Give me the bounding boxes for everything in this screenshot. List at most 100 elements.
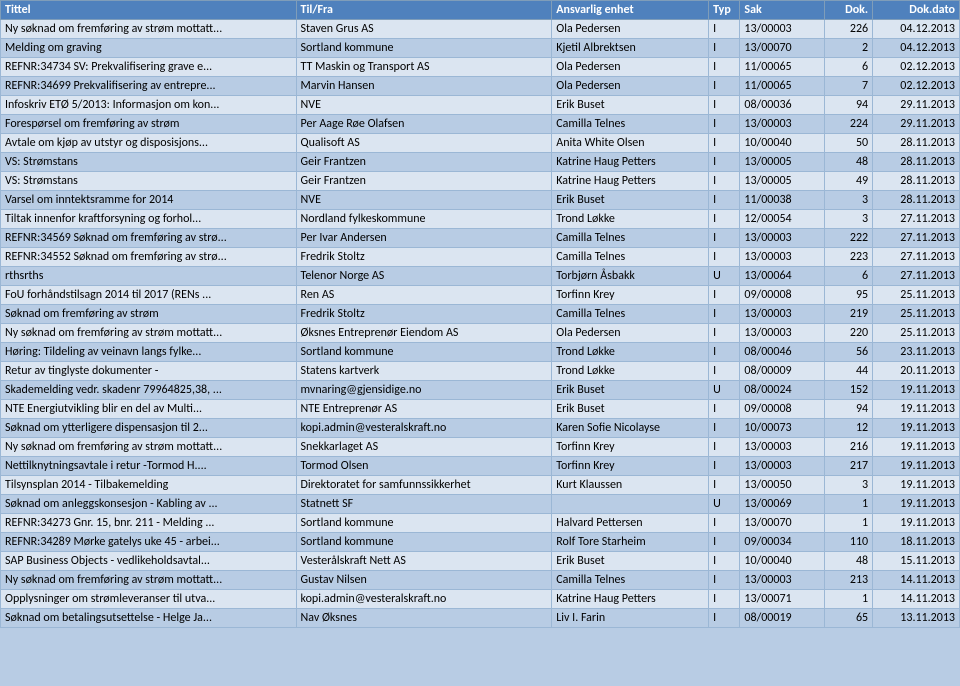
table-row[interactable]: Ny søknad om fremføring av strøm mottatt… <box>1 20 960 39</box>
cell: U <box>709 495 740 514</box>
cell: Per Aage Røe Olafsen <box>296 115 552 134</box>
cell: 2 <box>824 39 872 58</box>
col-header-type[interactable]: Typ <box>709 1 740 20</box>
table-row[interactable]: Skademelding vedr. skadenr 79964825,38, … <box>1 381 960 400</box>
cell: 14.11.2013 <box>873 571 960 590</box>
cell: Fredrik Stoltz <box>296 305 552 324</box>
cell: 27.11.2013 <box>873 248 960 267</box>
cell: 19.11.2013 <box>873 476 960 495</box>
table-row[interactable]: Søknad om ytterligere dispensasjon til 2… <box>1 419 960 438</box>
cell: 25.11.2013 <box>873 305 960 324</box>
table-row[interactable]: Tilsynsplan 2014 - TilbakemeldingDirekto… <box>1 476 960 495</box>
cell: I <box>709 210 740 229</box>
table-row[interactable]: REFNR:34569 Søknad om fremføring av strø… <box>1 229 960 248</box>
cell: Forespørsel om fremføring av strøm <box>1 115 297 134</box>
table-row[interactable]: FoU forhåndstilsagn 2014 til 2017 (RENs … <box>1 286 960 305</box>
col-header-sak[interactable]: Sak <box>740 1 824 20</box>
cell: 13/00003 <box>740 115 824 134</box>
cell: Gustav Nilsen <box>296 571 552 590</box>
cell: Erik Buset <box>552 96 709 115</box>
col-header-dok[interactable]: Dok. <box>824 1 872 20</box>
cell: 13/00003 <box>740 305 824 324</box>
table-row[interactable]: REFNR:34289 Mørke gatelys uke 45 - arbei… <box>1 533 960 552</box>
table-row[interactable]: REFNR:34552 Søknad om fremføring av strø… <box>1 248 960 267</box>
cell: Statens kartverk <box>296 362 552 381</box>
cell: 13/00071 <box>740 590 824 609</box>
cell: Avtale om kjøp av utstyr og disposisjons… <box>1 134 297 153</box>
col-header-tilfra[interactable]: Til/Fra <box>296 1 552 20</box>
cell: Ola Pedersen <box>552 58 709 77</box>
cell: I <box>709 476 740 495</box>
cell: Kjetil Albrektsen <box>552 39 709 58</box>
cell: Varsel om inntektsramme for 2014 <box>1 191 297 210</box>
table-row[interactable]: Søknad om betalingsutsettelse - Helge Ja… <box>1 609 960 628</box>
table-row[interactable]: rthsrthsTelenor Norge ASTorbjørn ÅsbakkU… <box>1 267 960 286</box>
cell: 19.11.2013 <box>873 419 960 438</box>
cell: REFNR:34699 Prekvalifisering av entrepre… <box>1 77 297 96</box>
table-row[interactable]: Ny søknad om fremføring av strøm mottatt… <box>1 324 960 343</box>
cell: 08/00046 <box>740 343 824 362</box>
cell: I <box>709 533 740 552</box>
cell: Opplysninger om strømleveranser til utva… <box>1 590 297 609</box>
table-row[interactable]: VS: StrømstansGeir FrantzenKatrine Haug … <box>1 172 960 191</box>
table-row[interactable]: Ny søknad om fremføring av strøm mottatt… <box>1 438 960 457</box>
col-header-dato[interactable]: Dok.dato <box>873 1 960 20</box>
cell: 50 <box>824 134 872 153</box>
table-row[interactable]: Ny søknad om fremføring av strøm mottatt… <box>1 571 960 590</box>
table-row[interactable]: Infoskriv ETØ 5/2013: Informasjon om kon… <box>1 96 960 115</box>
cell: 13/00050 <box>740 476 824 495</box>
cell: 226 <box>824 20 872 39</box>
table-row[interactable]: VS: StrømstansGeir FrantzenKatrine Haug … <box>1 153 960 172</box>
cell: 13/00064 <box>740 267 824 286</box>
table-row[interactable]: Søknad om anleggskonsesjon - Kabling av … <box>1 495 960 514</box>
table-row[interactable]: Opplysninger om strømleveranser til utva… <box>1 590 960 609</box>
cell: Torfinn Krey <box>552 286 709 305</box>
table-row[interactable]: Forespørsel om fremføring av strømPer Aa… <box>1 115 960 134</box>
cell: Sortland kommune <box>296 533 552 552</box>
cell: FoU forhåndstilsagn 2014 til 2017 (RENs … <box>1 286 297 305</box>
cell: Snekkarlaget AS <box>296 438 552 457</box>
cell: I <box>709 96 740 115</box>
table-row[interactable]: Høring: Tildeling av veinavn langs fylke… <box>1 343 960 362</box>
cell: U <box>709 267 740 286</box>
cell: 110 <box>824 533 872 552</box>
table-row[interactable]: REFNR:34734 SV: Prekvalifisering grave e… <box>1 58 960 77</box>
table-row[interactable]: Melding om gravingSortland kommuneKjetil… <box>1 39 960 58</box>
cell: 14.11.2013 <box>873 590 960 609</box>
table-row[interactable]: Søknad om fremføring av strømFredrik Sto… <box>1 305 960 324</box>
cell: Torfinn Krey <box>552 438 709 457</box>
cell: Statnett SF <box>296 495 552 514</box>
cell: Trond Løkke <box>552 362 709 381</box>
cell: I <box>709 153 740 172</box>
cell: 19.11.2013 <box>873 495 960 514</box>
cell: Erik Buset <box>552 381 709 400</box>
table-row[interactable]: REFNR:34699 Prekvalifisering av entrepre… <box>1 77 960 96</box>
table-row[interactable]: NTE Energiutvikling blir en del av Multi… <box>1 400 960 419</box>
table-row[interactable]: REFNR:34273 Gnr. 15, bnr. 211 - Melding … <box>1 514 960 533</box>
table-row[interactable]: Nettilknytningsavtale i retur -Tormod H.… <box>1 457 960 476</box>
cell: 19.11.2013 <box>873 457 960 476</box>
table-row[interactable]: SAP Business Objects - vedlikeholdsavtal… <box>1 552 960 571</box>
cell: I <box>709 248 740 267</box>
cell: Skademelding vedr. skadenr 79964825,38, … <box>1 381 297 400</box>
cell: 02.12.2013 <box>873 77 960 96</box>
col-header-ansvarlig[interactable]: Ansvarlig enhet <box>552 1 709 20</box>
cell: 13/00003 <box>740 324 824 343</box>
cell: 223 <box>824 248 872 267</box>
table-row[interactable]: Retur av tinglyste dokumenter -Statens k… <box>1 362 960 381</box>
table-row[interactable]: Tiltak innenfor kraftforsyning og forhol… <box>1 210 960 229</box>
cell: 08/00036 <box>740 96 824 115</box>
cell: Tilsynsplan 2014 - Tilbakemelding <box>1 476 297 495</box>
cell: I <box>709 438 740 457</box>
cell: 217 <box>824 457 872 476</box>
table-row[interactable]: Avtale om kjøp av utstyr og disposisjons… <box>1 134 960 153</box>
col-header-tittel[interactable]: Tittel <box>1 1 297 20</box>
table-row[interactable]: Varsel om inntektsramme for 2014NVEErik … <box>1 191 960 210</box>
cell: 49 <box>824 172 872 191</box>
cell: 15.11.2013 <box>873 552 960 571</box>
cell: Søknad om ytterligere dispensasjon til 2… <box>1 419 297 438</box>
cell: Erik Buset <box>552 191 709 210</box>
cell: Torfinn Krey <box>552 457 709 476</box>
cell: 25.11.2013 <box>873 324 960 343</box>
cell: 25.11.2013 <box>873 286 960 305</box>
